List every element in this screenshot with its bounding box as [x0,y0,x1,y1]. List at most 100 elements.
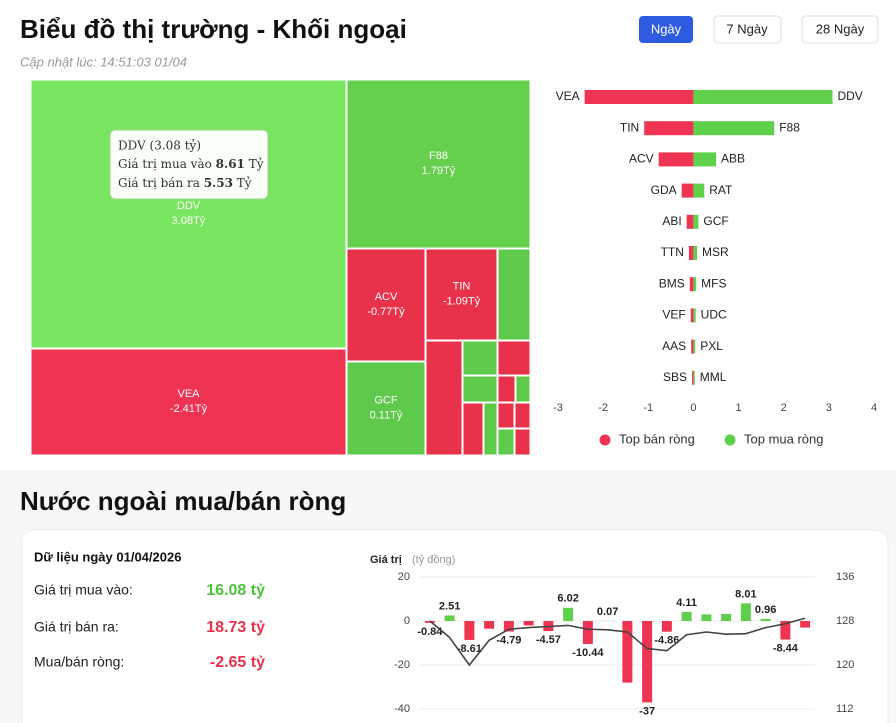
summary-value: 16.08 tỷ [206,582,265,599]
treemap-cell [483,402,498,456]
value-label: 2.51 [439,600,460,612]
summary-value: -2.65 tỷ [210,654,265,671]
bar-label: GDA [651,183,677,197]
tab-bg[interactable] [801,15,879,44]
bar [721,613,732,621]
bar-label: BMS [659,276,685,290]
treemap-value: 0.11Tỷ [370,409,403,421]
bar [661,621,672,632]
value-label: -8.44 [773,642,799,654]
treemap-label: GCF [374,394,398,406]
x-tick-label: 2 [781,402,787,414]
bar [693,246,698,260]
tab-bg[interactable] [639,16,693,43]
bar [693,339,696,354]
x-tick-label: -1 [643,402,653,414]
bar [688,246,694,260]
bar [644,121,694,136]
bar-label: SBS [663,370,687,384]
bar-label: PXL [700,339,723,353]
treemap-cell [30,348,347,456]
value-label: 0.07 [597,606,618,618]
bar [693,308,696,323]
bar-label: TIN [620,120,639,134]
bar-label: VEA [556,89,580,103]
bar [690,308,694,323]
y-tick-label: 20 [398,571,410,583]
bar [563,607,574,621]
treemap-cell [30,79,347,349]
value-label: 8.01 [735,588,756,600]
legend-label: Top bán ròng [619,431,695,446]
value-label: -4.86 [654,635,679,647]
value-label: -37 [639,705,655,717]
tooltip-row: Giá trị bán ra 5.53 Tỷ [118,176,252,190]
tab[interactable]: 28 Ngày [816,21,865,36]
treemap-cell [497,248,531,341]
bar-label: ACV [629,152,654,166]
legend-swatch [724,434,736,446]
summary-label: Mua/bán ròng: [34,654,124,670]
tooltip-row: Giá trị mua vào 8.61 Tỷ [118,157,264,171]
treemap-value: -1.09Tỷ [443,295,481,307]
tooltip: DDV (3.08 tỷ) Giá trị mua vào 8.61 Tỷ Gi… [109,129,269,200]
bar [693,152,716,167]
bar-label: ABB [721,152,745,166]
summary-title: Dữ liệu ngày 01/04/2026 [34,549,181,564]
treemap-cell [462,402,484,456]
bar-label: AAS [662,339,686,353]
value-label: 4.11 [676,597,697,609]
treemap-value: -2.41Tỷ [170,403,208,415]
treemap-cell [514,402,531,429]
value-label: -0.84 [417,626,443,638]
updated-time: Cập nhật lúc: 14:51:03 01/04 [20,54,187,69]
bar-label: F88 [779,120,800,134]
bar [693,90,833,104]
legend-label: Top mua ròng [744,431,824,446]
treemap-cell [497,340,531,376]
bar [691,339,694,354]
y2-tick-label: 136 [836,571,854,583]
tab-bg[interactable] [713,15,782,44]
bar-label: VEF [662,308,685,322]
treemap: DDV 3.08Tỷ F88 1.79Tỷ VEA -2.41Tỷ ACV -0.77Tỷ TI… [30,79,531,456]
bar [622,621,633,683]
value-label: 6.02 [557,593,578,605]
treemap-cell [346,248,426,362]
value-label: -4.57 [536,634,561,646]
x-tick-label: -2 [598,402,608,414]
treemap-label: DDV [177,200,201,212]
treemap-cell [462,340,498,376]
tooltip-unit: Tỷ [249,157,264,171]
tab[interactable]: 7 Ngày [726,21,768,36]
bar [693,370,695,385]
treemap-cell [425,248,498,341]
treemap-value: -0.77Tỷ [367,306,405,318]
bar-label: ABI [662,214,681,228]
summary-label: Giá trị mua vào: [34,582,133,598]
tooltip-label: Giá trị mua vào [118,157,212,171]
bar-label: GCF [703,214,728,228]
bar [582,621,593,644]
summary-value: 18.73 tỷ [206,619,265,636]
bar [780,621,791,640]
bar [584,90,694,104]
net-bar-chart: -3 -2 -1 0 1 2 3 4 VEA TIN ACV GDA ABI TTN BMS VEF AAS SB… [553,89,877,446]
value-label: -8.61 [457,643,482,655]
treemap-cell [346,361,426,456]
bar-label: DDV [837,89,862,103]
tooltip-unit: Tỷ [237,176,252,190]
tab[interactable]: Ngày [651,21,682,36]
treemap-cell [462,375,498,403]
treemap-label: TIN [453,280,471,292]
bar [701,614,712,621]
tabs: Ngày 7 Ngày 28 Ngày [639,15,879,44]
treemap-cell [346,79,531,249]
treemap-cell [497,375,516,403]
bar-label: RAT [709,183,733,197]
treemap-cell [425,340,463,456]
bar [503,621,514,632]
tooltip-box [109,129,269,200]
